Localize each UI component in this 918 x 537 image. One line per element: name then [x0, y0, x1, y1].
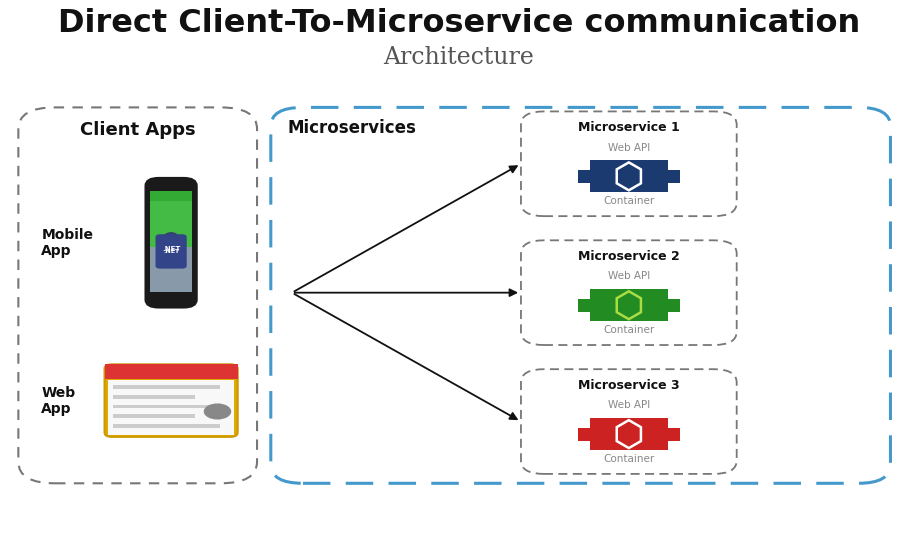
- FancyBboxPatch shape: [578, 299, 590, 311]
- Text: Web API: Web API: [608, 143, 650, 153]
- FancyBboxPatch shape: [668, 427, 679, 440]
- Text: Direct Client-To-Microservice communication: Direct Client-To-Microservice communicat…: [58, 8, 860, 39]
- Text: Web API: Web API: [608, 272, 650, 281]
- FancyBboxPatch shape: [113, 405, 219, 409]
- FancyBboxPatch shape: [113, 395, 195, 398]
- FancyBboxPatch shape: [113, 386, 219, 389]
- FancyBboxPatch shape: [151, 191, 192, 201]
- FancyBboxPatch shape: [105, 364, 238, 437]
- Text: Container: Container: [603, 197, 655, 207]
- Text: Web API: Web API: [608, 401, 650, 410]
- FancyBboxPatch shape: [151, 191, 192, 246]
- Circle shape: [204, 403, 231, 419]
- FancyBboxPatch shape: [578, 170, 590, 183]
- FancyBboxPatch shape: [155, 234, 186, 268]
- FancyBboxPatch shape: [108, 380, 234, 435]
- FancyBboxPatch shape: [668, 170, 679, 183]
- FancyBboxPatch shape: [105, 364, 238, 379]
- Text: .NET: .NET: [162, 246, 180, 252]
- FancyBboxPatch shape: [146, 178, 196, 307]
- FancyBboxPatch shape: [590, 289, 668, 321]
- Text: Microservice 3: Microservice 3: [578, 379, 679, 392]
- FancyBboxPatch shape: [151, 246, 192, 292]
- Text: Container: Container: [603, 325, 655, 335]
- Ellipse shape: [162, 232, 179, 244]
- FancyBboxPatch shape: [578, 427, 590, 440]
- FancyBboxPatch shape: [590, 160, 668, 192]
- Text: Client Apps: Client Apps: [80, 121, 196, 139]
- Text: Container: Container: [603, 454, 655, 464]
- Text: Mobile
App: Mobile App: [41, 228, 94, 258]
- FancyBboxPatch shape: [113, 424, 219, 427]
- Text: .NET: .NET: [163, 249, 179, 254]
- FancyBboxPatch shape: [113, 415, 195, 418]
- FancyBboxPatch shape: [590, 418, 668, 450]
- Text: Microservice 1: Microservice 1: [578, 121, 679, 134]
- Text: Web
App: Web App: [41, 386, 75, 416]
- FancyBboxPatch shape: [668, 299, 679, 311]
- Text: Microservices: Microservices: [287, 119, 416, 137]
- Text: Microservice 2: Microservice 2: [578, 250, 679, 263]
- Text: Architecture: Architecture: [384, 46, 534, 69]
